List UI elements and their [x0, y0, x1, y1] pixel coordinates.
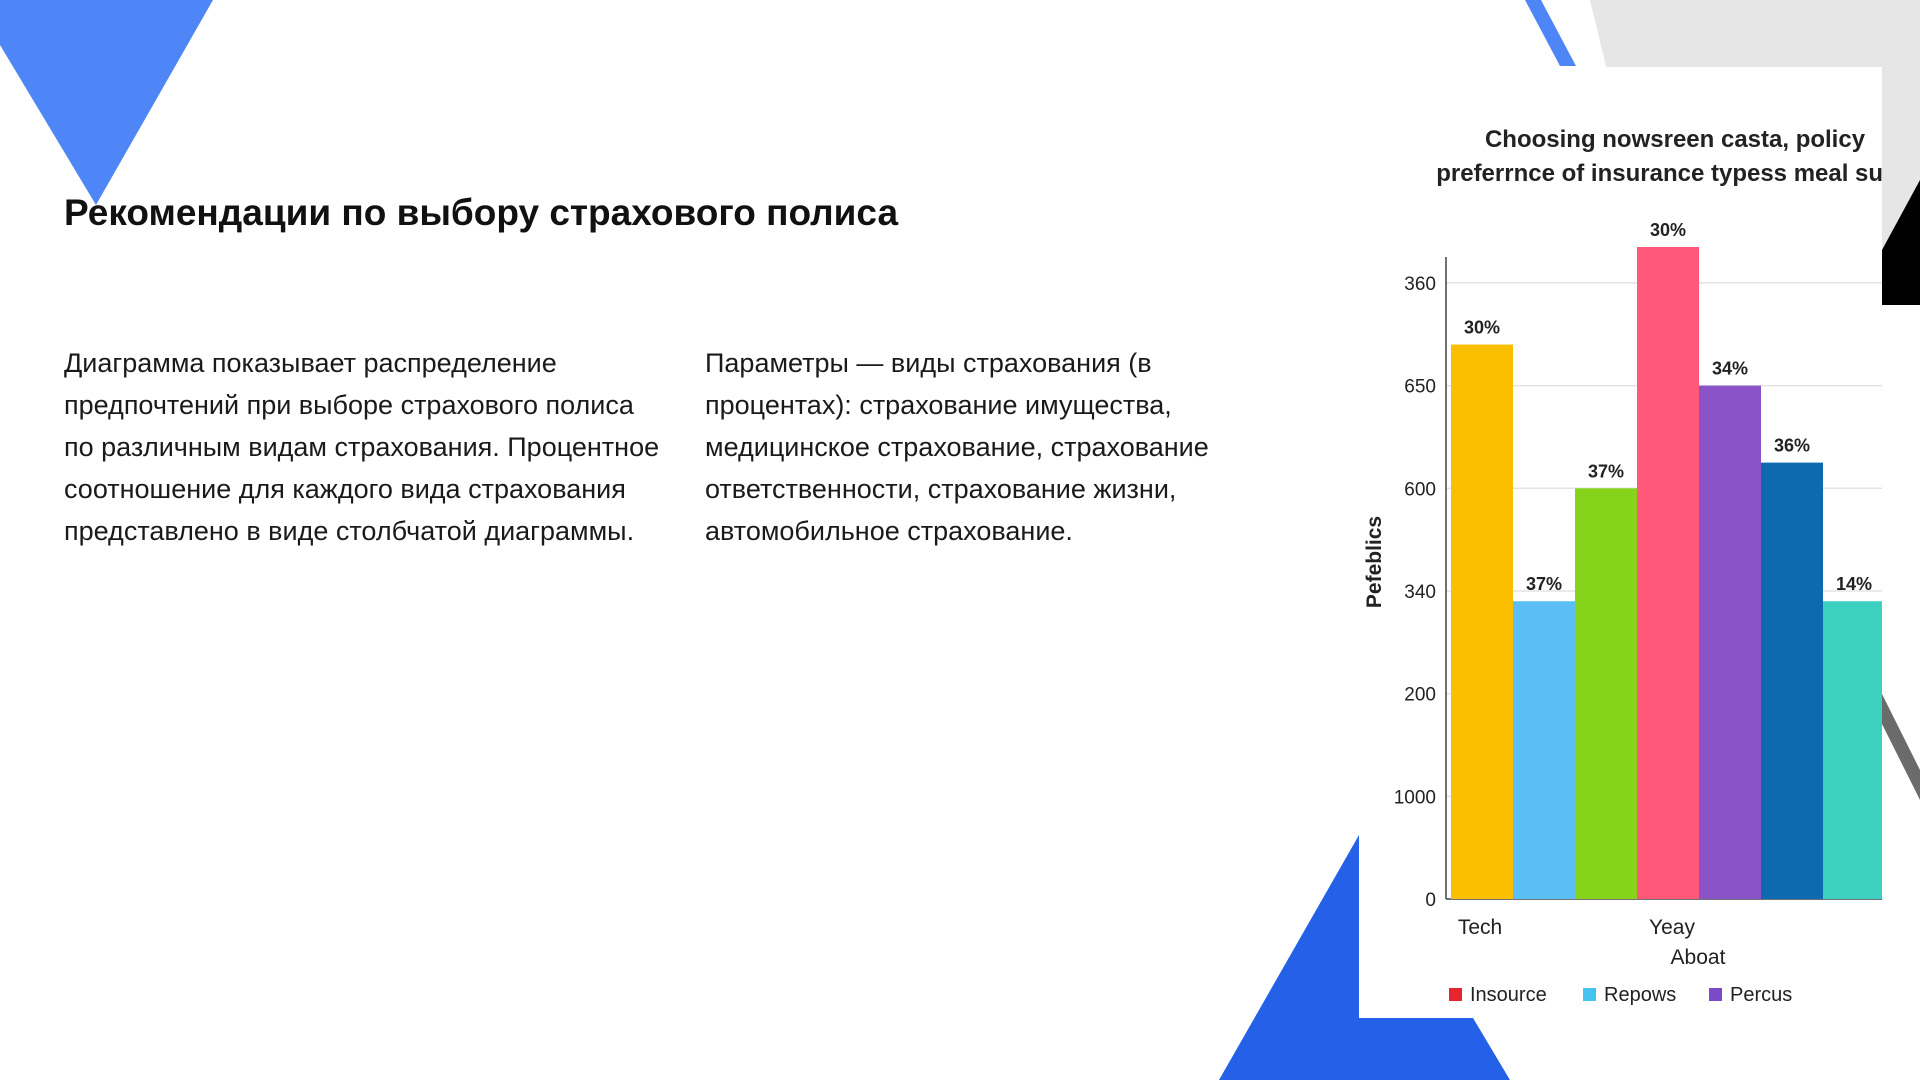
bar	[1451, 344, 1513, 899]
legend-swatch	[1449, 988, 1462, 1001]
parameters-paragraph: Параметры — виды страхования (в процента…	[705, 348, 1209, 546]
right-black-shape	[1882, 180, 1920, 305]
bar-value-label: 37%	[1588, 461, 1624, 481]
bar	[1699, 385, 1761, 900]
bars	[1451, 247, 1882, 900]
legend-swatch	[1709, 988, 1722, 1001]
bar-value-label: 34%	[1712, 359, 1748, 379]
bar-value-label: 36%	[1774, 436, 1810, 456]
top-right-blue-stripe	[1525, 0, 1576, 66]
chart-title-line-1: Choosing nowsreen casta, policy	[1485, 126, 1866, 153]
y-tick-label: 650	[1404, 377, 1436, 398]
page-title: Рекомендации по выбору страхового полиса	[64, 192, 899, 233]
chart-title-line-2: preferrnce of insurance typess meal sura	[1436, 160, 1882, 187]
x-axis-label: Aboat	[1671, 946, 1726, 969]
bar-value-label: 30%	[1650, 220, 1686, 240]
bar	[1761, 462, 1823, 899]
y-tick-label: 360	[1404, 274, 1436, 295]
right-grey-stripe	[1880, 690, 1920, 800]
bar-labels: 30% 37% 37% 30% 34% 36% 14%	[1464, 220, 1872, 594]
legend-swatch	[1583, 988, 1596, 1001]
bar	[1637, 247, 1699, 899]
bar-value-label: 37%	[1526, 574, 1562, 594]
description-paragraph: Диаграмма показывает распределение предп…	[64, 348, 660, 546]
bar	[1575, 488, 1637, 899]
y-tick-label: 600	[1404, 479, 1436, 500]
bar	[1823, 601, 1882, 899]
x-tick-tech: Tech	[1458, 916, 1502, 939]
bottom-blue-triangle	[1219, 835, 1510, 1080]
legend-label: Insource	[1470, 984, 1547, 1006]
bar-chart: Choosing nowsreen casta, policy preferrn…	[1363, 126, 1882, 1006]
y-tick-label: 0	[1425, 890, 1436, 911]
y-tick-labels: 0 1000 200 340 600 650 360	[1394, 274, 1436, 911]
chart-panel: Choosing nowsreen casta, policy preferrn…	[1359, 67, 1882, 1018]
top-left-triangle	[0, 0, 213, 205]
y-tick-label: 340	[1404, 582, 1436, 603]
x-tick-yeay: Yeay	[1649, 916, 1695, 939]
legend-label: Percus	[1730, 984, 1792, 1006]
y-axis-label: Pefeblics	[1363, 516, 1386, 608]
y-tick-label: 1000	[1394, 787, 1436, 808]
bar-value-label: 30%	[1464, 318, 1500, 338]
bar-value-label: 14%	[1836, 574, 1872, 594]
y-tick-label: 200	[1404, 685, 1436, 706]
legend-label: Repows	[1604, 984, 1676, 1006]
bar	[1513, 601, 1575, 899]
legend: Insource Repows Percus	[1449, 984, 1792, 1006]
